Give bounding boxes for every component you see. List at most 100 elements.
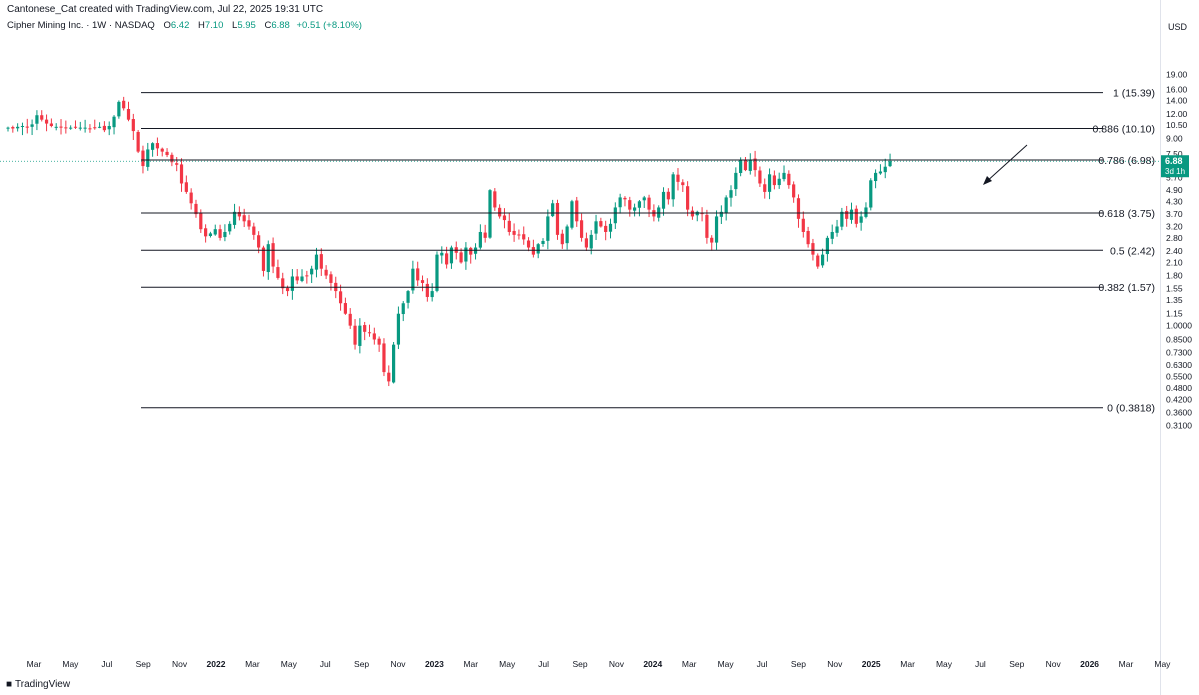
candle-body [874,172,878,182]
candle-body [772,175,776,186]
candle-body [97,126,102,128]
candle-body [637,201,642,208]
candle-body [782,172,786,180]
candle-body [83,127,87,129]
candle-body [604,225,608,232]
candle-body [767,174,772,192]
candle-body [59,126,63,128]
candle-body [642,197,646,201]
x-tick-label: Sep [572,659,587,669]
y-tick-label: 4.90 [1166,185,1183,195]
y-tick-label: 2.80 [1166,233,1183,243]
fib-level-label: 0.382 (1.57) [1098,282,1155,294]
high-value: 7.10 [204,20,224,31]
y-tick-label: 0.4800 [1166,383,1192,393]
candle-body [445,253,449,265]
y-tick-label: 10.50 [1166,120,1188,130]
candle-body [869,180,873,208]
candle-body [425,283,429,297]
candle-body [35,115,39,124]
candle-body [555,202,560,235]
candle-body [358,325,362,346]
candle-body [608,223,613,232]
y-tick-label: 1.55 [1166,283,1183,293]
candle-body [681,182,685,186]
candle-body [579,220,584,238]
candle-body [175,163,179,165]
candle-body [266,244,270,273]
candle-body [449,247,454,264]
candle-body [223,231,227,238]
candle-body [319,254,323,269]
candle-body [835,226,839,233]
y-tick-label: 0.6300 [1166,360,1192,370]
candle-body [440,252,444,256]
candle-body [416,268,420,281]
x-tick-label: 2023 [425,659,444,669]
candle-body [69,127,73,129]
candle-body [367,332,372,334]
candle-body [690,210,695,217]
y-tick-label: 14.00 [1166,96,1188,106]
candle-body [507,220,511,232]
candle-body [343,303,347,314]
candle-body [151,143,155,150]
candle-body [825,237,829,255]
x-tick-label: May [1154,659,1171,669]
candle-body [618,197,622,208]
candle-body [695,211,699,216]
candle-body [353,325,357,345]
candle-body [184,182,188,192]
last-price-value: 6.88 [1165,156,1183,166]
price-axis-separator [1160,0,1161,695]
tradingview-brand: ■ TradingView [6,679,70,690]
open-value: 6.42 [170,20,190,31]
x-tick-label: May [62,659,79,669]
candle-body [396,313,401,345]
y-tick-label: 2.10 [1166,257,1183,267]
candle-body [816,255,820,267]
annotation-arrowhead-icon [983,176,992,185]
candle-body [777,178,781,186]
candle-body [401,303,405,315]
candle-body [830,231,834,239]
candle-body [392,344,396,383]
candle-body [705,214,709,238]
x-tick-label: Mar [1119,659,1134,669]
candle-body [459,252,463,263]
candle-body [840,211,844,227]
candle-body [40,115,44,120]
candle-body [406,291,410,303]
close-label: C [264,20,272,31]
x-tick-label: Jul [538,659,549,669]
candle-body [237,212,241,217]
candle-body [435,254,439,291]
candle-body [131,119,135,132]
x-tick-label: May [718,659,735,669]
candle-body [811,243,815,255]
y-tick-label: 0.7300 [1166,347,1192,357]
candle-body [324,269,328,276]
symbol-name[interactable]: Cipher Mining Inc. · 1W · NASDAQ [7,20,155,31]
candle-body [483,232,487,238]
candle-body [64,127,68,129]
candle-body [218,229,222,238]
x-tick-label: Sep [354,659,369,669]
candle-body [295,276,299,281]
y-tick-label: 16.00 [1166,84,1188,94]
candle-body [372,333,376,340]
candle-body [599,221,603,227]
candle-body [285,287,290,292]
candle-body [493,191,497,208]
candle-body [136,131,140,152]
candle-body [647,197,651,210]
y-tick-label: 4.30 [1166,196,1183,206]
x-tick-label: Nov [609,659,625,669]
x-tick-label: 2025 [862,659,881,669]
y-tick-label: 3.70 [1166,209,1183,219]
candle-body [676,174,680,182]
candle-body [878,171,883,174]
x-tick-label: 2024 [643,659,662,669]
brand-label: TradingView [15,679,71,690]
